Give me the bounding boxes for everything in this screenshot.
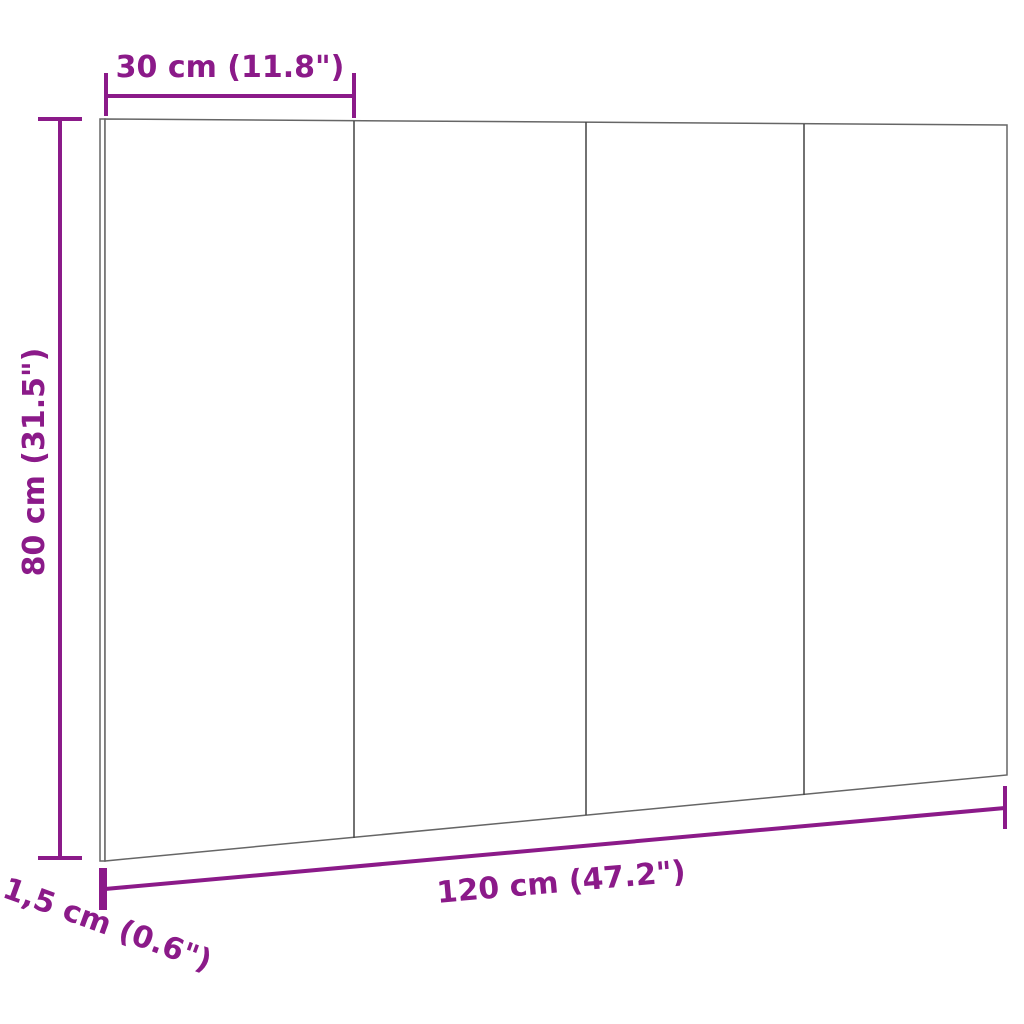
panel-width-label: 30 cm (11.8") [116,50,345,85]
headboard-panel [99,118,1008,862]
width-label: 120 cm (47.2") [435,854,687,911]
height-dimension-line [38,117,82,860]
height-label: 80 cm (31.5") [17,348,52,577]
panel-front-face [104,118,1008,862]
panel-width-dimension-line [104,73,356,118]
width-dimension-line [99,786,1007,910]
